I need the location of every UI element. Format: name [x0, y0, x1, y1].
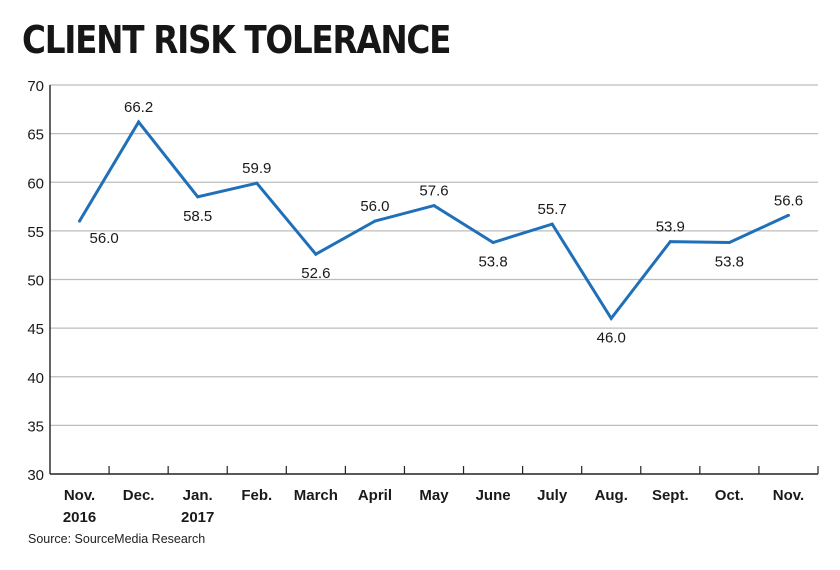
- y-tick-label-65: 65: [27, 127, 44, 144]
- data-label-9: 46.0: [597, 329, 626, 346]
- data-label-5: 56.0: [360, 198, 389, 215]
- x-tick-label-1: Dec.: [123, 487, 155, 504]
- y-tick-label-45: 45: [27, 321, 44, 338]
- x-tick-label-11: Oct.: [715, 487, 744, 504]
- data-label-8: 55.7: [538, 201, 567, 218]
- data-point-9: [609, 316, 613, 320]
- data-point-0: [78, 219, 82, 223]
- data-label-1: 66.2: [124, 99, 153, 116]
- y-tick-label-55: 55: [27, 224, 44, 241]
- x-tick-label-0: 2016: [63, 509, 96, 526]
- data-point-12: [786, 213, 790, 217]
- data-point-1: [137, 120, 141, 124]
- x-tick-label-3: Feb.: [241, 487, 272, 504]
- data-point-3: [255, 181, 259, 185]
- data-label-7: 53.8: [478, 254, 507, 271]
- chart-title: CLIENT RISK TOLERANCE: [22, 18, 451, 62]
- data-label-4: 52.6: [301, 265, 330, 282]
- data-point-8: [550, 222, 554, 226]
- data-point-10: [668, 240, 672, 244]
- x-tick-label-6: May: [419, 487, 449, 504]
- data-label-11: 53.8: [715, 254, 744, 271]
- data-point-7: [491, 241, 495, 245]
- y-tick-label-60: 60: [27, 175, 44, 192]
- x-tick-label-10: Sept.: [652, 487, 689, 504]
- data-label-2: 58.5: [183, 208, 212, 225]
- x-tick-label-5: April: [358, 487, 392, 504]
- data-label-0: 56.0: [90, 230, 119, 247]
- data-point-5: [373, 219, 377, 223]
- x-tick-label-7: June: [476, 487, 511, 504]
- x-tick-label-9: Aug.: [595, 487, 628, 504]
- y-tick-label-35: 35: [27, 418, 44, 435]
- x-tick-label-2: Jan.: [183, 487, 213, 504]
- x-tick-label-4: March: [294, 487, 338, 504]
- y-tick-label-50: 50: [27, 273, 44, 290]
- data-label-6: 57.6: [419, 183, 448, 200]
- data-point-4: [314, 252, 318, 256]
- y-tick-label-30: 30: [27, 467, 44, 484]
- data-point-6: [432, 204, 436, 208]
- data-label-10: 53.9: [656, 219, 685, 236]
- x-tick-label-8: July: [537, 487, 568, 504]
- x-tick-label-12: Nov.: [773, 487, 804, 504]
- data-label-12: 56.6: [774, 192, 803, 209]
- x-tick-label-2: 2017: [181, 509, 214, 526]
- x-tick-label-0: Nov.: [64, 487, 95, 504]
- data-label-3: 59.9: [242, 160, 271, 177]
- data-point-2: [196, 195, 200, 199]
- y-tick-label-40: 40: [27, 370, 44, 387]
- data-point-11: [727, 241, 731, 245]
- y-tick-label-70: 70: [27, 78, 44, 95]
- source-note: Source: SourceMedia Research: [28, 532, 206, 546]
